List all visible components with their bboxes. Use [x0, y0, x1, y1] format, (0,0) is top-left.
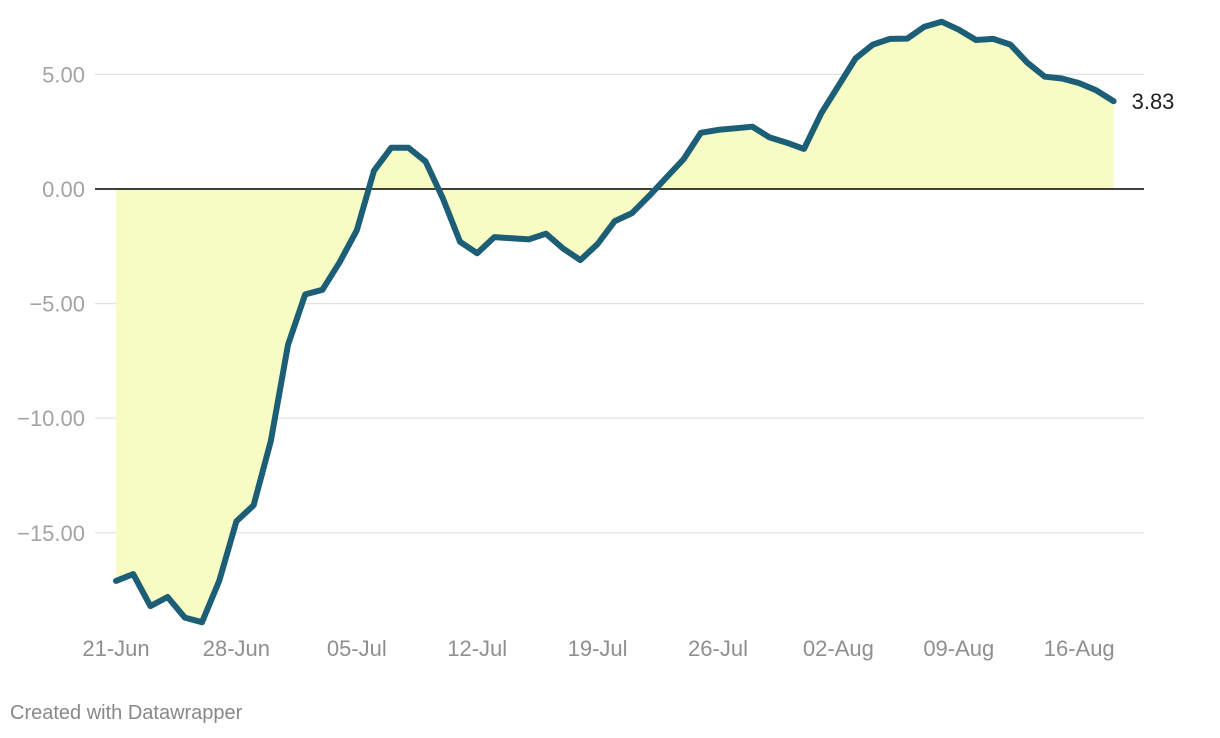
x-tick-label: 05-Jul — [327, 636, 387, 661]
y-tick-label: −10.00 — [17, 406, 85, 431]
x-axis-tick-labels: 21-Jun 28-Jun 05-Jul 12-Jul 19-Jul 26-Jul 02-A… — [82, 636, 1114, 661]
datawrapper-credit[interactable]: Created with Datawrapper — [10, 702, 243, 724]
x-tick-label: 02-Aug — [803, 636, 874, 661]
x-tick-label: 12-Jul — [447, 636, 507, 661]
y-tick-label: −5.00 — [29, 292, 85, 317]
x-tick-label: 21-Jun — [82, 636, 149, 661]
y-tick-label: 5.00 — [42, 62, 85, 87]
series-line — [113, 18, 1117, 626]
x-tick-label: 26-Jul — [688, 636, 748, 661]
y-tick-label: −15.00 — [17, 521, 85, 546]
y-tick-label: 0.00 — [42, 177, 85, 202]
x-tick-label: 09-Aug — [923, 636, 994, 661]
last-value-label: 3.83 — [1132, 89, 1175, 114]
x-tick-label: 16-Aug — [1044, 636, 1115, 661]
x-tick-label: 19-Jul — [568, 636, 628, 661]
line-chart: 5.00 0.00 −5.00 −10.00 −15.00 21-Jun 28-Jun 05… — [17, 18, 1175, 661]
area-fill — [116, 21, 1114, 623]
y-axis-tick-labels: 5.00 0.00 −5.00 −10.00 −15.00 — [17, 62, 85, 545]
x-tick-label: 28-Jun — [203, 636, 270, 661]
